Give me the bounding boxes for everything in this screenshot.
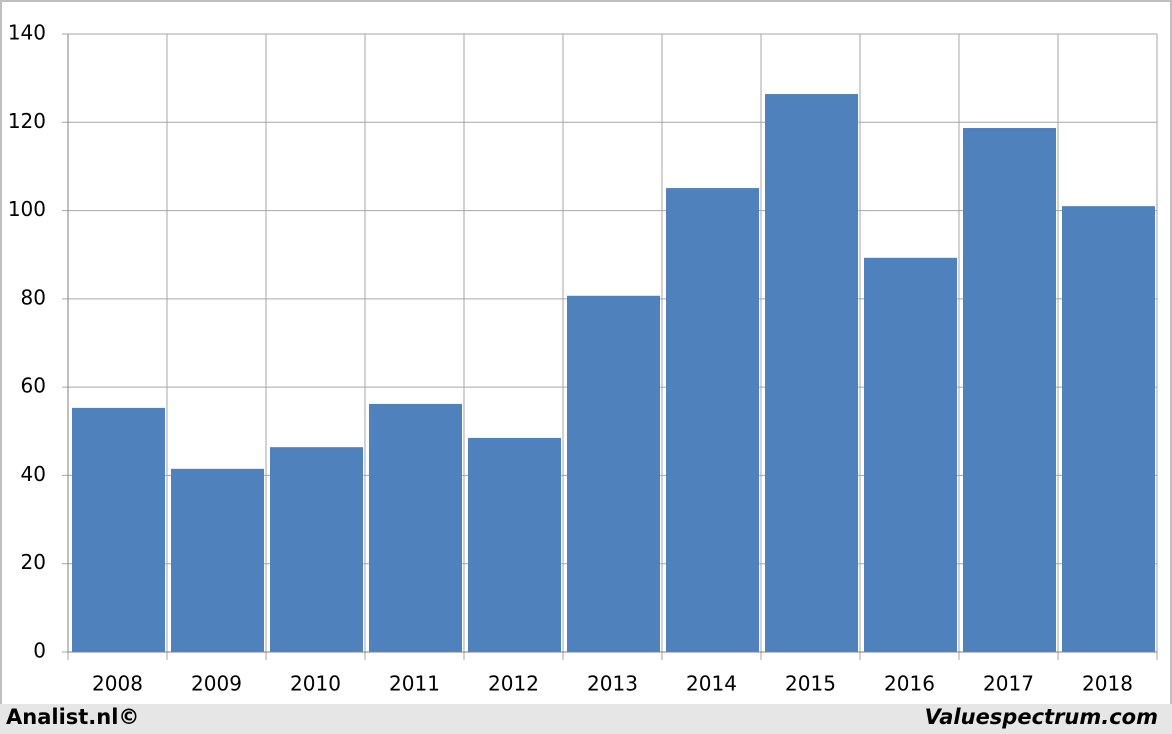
- x-tick-label: 2009: [191, 672, 242, 696]
- bar: [72, 407, 165, 652]
- y-tick-label: 80: [21, 285, 46, 309]
- bar: [567, 295, 660, 652]
- y-tick-label: 20: [21, 550, 46, 574]
- footer-right: Valuespectrum.com: [925, 705, 1158, 729]
- y-tick-label: 60: [21, 374, 46, 398]
- bar: [666, 188, 759, 652]
- x-tick-label: 2014: [686, 672, 737, 696]
- y-tick-label: 100: [8, 197, 46, 221]
- y-tick-label: 120: [8, 109, 46, 133]
- bar: [171, 468, 264, 652]
- bar: [1062, 206, 1155, 652]
- x-tick-label: 2010: [290, 672, 341, 696]
- bar: [765, 94, 858, 652]
- y-tick-label: 0: [33, 639, 46, 663]
- footer-bar: [0, 704, 1172, 734]
- x-tick-label: 2015: [785, 672, 836, 696]
- footer-left: Analist.nl©: [6, 705, 139, 729]
- bar: [864, 257, 957, 652]
- x-tick-label: 2012: [488, 672, 539, 696]
- x-tick-label: 2016: [884, 672, 935, 696]
- x-tick-label: 2008: [92, 672, 143, 696]
- y-tick-label: 40: [21, 462, 46, 486]
- bar: [369, 403, 462, 652]
- x-tick-label: 2017: [983, 672, 1034, 696]
- x-tick-label: 2013: [587, 672, 638, 696]
- bar: [270, 447, 363, 652]
- x-tick-label: 2011: [389, 672, 440, 696]
- y-tick-label: 140: [8, 21, 46, 45]
- bar: [468, 437, 561, 652]
- bar: [963, 128, 1056, 652]
- x-tick-label: 2018: [1082, 672, 1133, 696]
